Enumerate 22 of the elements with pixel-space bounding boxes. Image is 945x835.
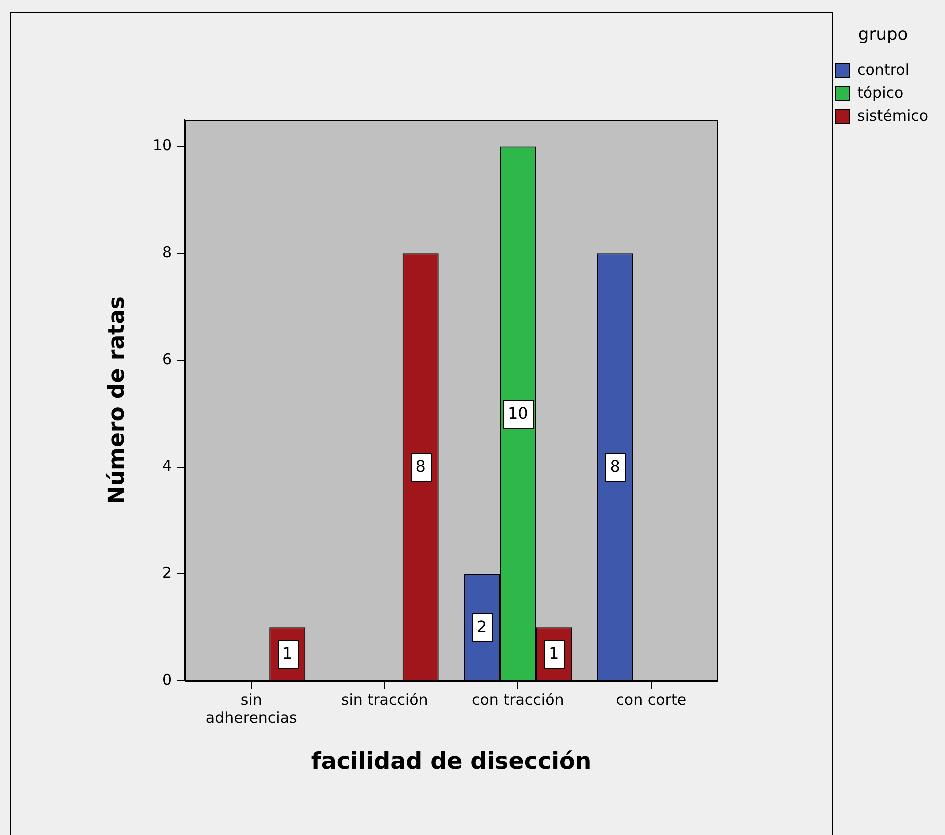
legend-label: sistémico: [858, 106, 929, 125]
legend-label: tópico: [858, 84, 904, 102]
y-tick-label: 10: [152, 136, 172, 155]
data-label: 8: [610, 457, 620, 476]
legend-title: grupo: [858, 24, 908, 45]
data-label: 1: [282, 644, 293, 664]
y-tick-label: 6: [162, 350, 172, 368]
y-tick-label: 4: [162, 457, 172, 476]
data-label: 2: [477, 617, 488, 636]
x-tick-label: con tracción: [472, 690, 564, 709]
data-label: 10: [508, 404, 528, 423]
y-tick-label: 0: [162, 670, 172, 689]
x-tick-label: sin adherencias: [206, 690, 298, 727]
y-tick-label: 2: [162, 564, 172, 582]
x-axis-title: facilidad de disección: [311, 749, 592, 776]
y-axis-title: Número de ratas: [104, 296, 130, 505]
x-tick-label: con corte: [616, 690, 687, 709]
y-tick-label: 8: [162, 243, 172, 262]
data-label: 1: [549, 644, 560, 664]
data-label: 8: [416, 457, 426, 476]
legend-label: control: [858, 60, 910, 79]
x-tick-label: sin tracción: [341, 690, 428, 709]
